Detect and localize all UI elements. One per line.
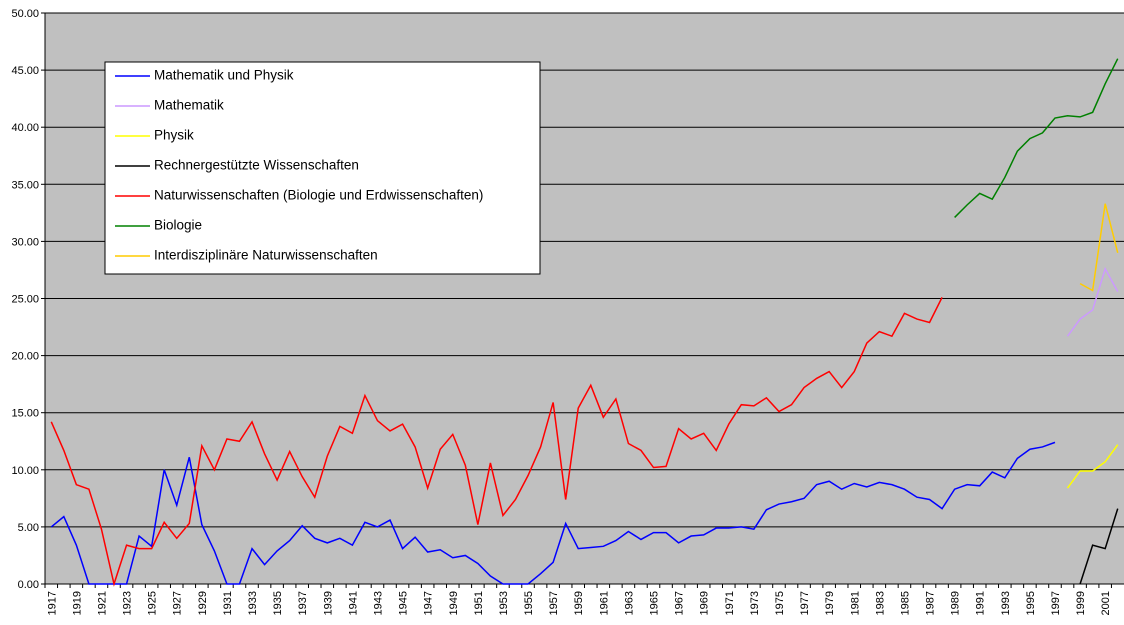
x-tick-label: 1955 — [523, 591, 535, 615]
x-tick-label: 2001 — [1100, 591, 1112, 615]
y-tick-label: 5.00 — [18, 522, 39, 534]
x-tick-label: 1943 — [372, 591, 384, 615]
x-tick-label: 1975 — [774, 591, 786, 615]
y-tick-label: 20.00 — [11, 351, 39, 363]
x-tick-label: 1923 — [122, 591, 134, 615]
x-tick-label: 1971 — [724, 591, 736, 615]
series-line — [1079, 508, 1119, 585]
y-tick-label: 50.00 — [11, 8, 39, 20]
x-tick-label: 1953 — [498, 591, 510, 615]
x-tick-label: 1925 — [147, 591, 159, 615]
y-tick-label: 35.00 — [11, 179, 39, 191]
x-tick-label: 1997 — [1050, 591, 1062, 615]
x-tick-label: 1921 — [96, 591, 108, 615]
x-tick-label: 1931 — [222, 591, 234, 615]
y-tick-label: 10.00 — [11, 465, 39, 477]
y-tick-label: 0.00 — [18, 579, 39, 591]
x-tick-label: 1941 — [347, 591, 359, 615]
x-tick-label: 1963 — [623, 591, 635, 615]
series-line — [50, 297, 943, 587]
y-tick-label: 25.00 — [11, 294, 39, 306]
x-tick-label: 1979 — [824, 591, 836, 615]
series-line — [1079, 203, 1119, 292]
x-tick-label: 1965 — [649, 591, 661, 615]
x-tick-label: 1933 — [247, 591, 259, 615]
x-tick-label: 1957 — [548, 591, 560, 615]
legend-label: Mathematik und Physik — [154, 68, 294, 83]
y-tick-label: 30.00 — [11, 236, 39, 248]
x-tick-label: 1973 — [749, 591, 761, 615]
legend-label: Naturwissenschaften (Biologie und Erdwis… — [154, 188, 483, 203]
y-tick-label: 45.00 — [11, 65, 39, 77]
x-tick-label: 1967 — [674, 591, 686, 615]
legend-box — [104, 61, 541, 275]
series-line — [1066, 444, 1119, 489]
x-tick-label: 1949 — [448, 591, 460, 615]
x-tick-label: 1935 — [272, 591, 284, 615]
x-tick-label: 1917 — [46, 591, 58, 615]
x-tick-label: 1987 — [925, 591, 937, 615]
x-tick-label: 1969 — [699, 591, 711, 615]
legend-label: Physik — [154, 128, 194, 143]
x-tick-label: 1991 — [975, 591, 987, 615]
x-tick-label: 1959 — [573, 591, 585, 615]
x-tick-label: 1985 — [899, 591, 911, 615]
legend: Mathematik und Physik Mathematik Physik Rec… — [104, 61, 541, 275]
series-line — [1066, 266, 1119, 337]
x-tick-label: 1977 — [799, 591, 811, 615]
series-line — [954, 58, 1119, 218]
x-tick-label: 1983 — [874, 591, 886, 615]
y-tick-label: 15.00 — [11, 408, 39, 420]
legend-label: Mathematik — [154, 98, 224, 113]
x-tick-label: 1937 — [297, 591, 309, 615]
legend-label: Rechnergestützte Wissenschaften — [154, 158, 359, 173]
x-tick-label: 1961 — [598, 591, 610, 615]
x-tick-label: 1993 — [1000, 591, 1012, 615]
series-line — [50, 441, 1056, 585]
x-tick-label: 1947 — [423, 591, 435, 615]
x-tick-label: 1929 — [197, 591, 209, 615]
x-tick-label: 1981 — [849, 591, 861, 615]
legend-label: Biologie — [154, 218, 202, 233]
x-tick-label: 1999 — [1075, 591, 1087, 615]
x-tick-label: 1939 — [322, 591, 334, 615]
x-tick-label: 1989 — [950, 591, 962, 615]
x-tick-label: 1995 — [1025, 591, 1037, 615]
y-tick-label: 40.00 — [11, 122, 39, 134]
x-tick-label: 1919 — [71, 591, 83, 615]
legend-label: Interdisziplinäre Naturwissenschaften — [154, 248, 378, 263]
x-tick-label: 1945 — [398, 591, 410, 615]
x-tick-label: 1951 — [473, 591, 485, 615]
x-tick-label: 1927 — [172, 591, 184, 615]
